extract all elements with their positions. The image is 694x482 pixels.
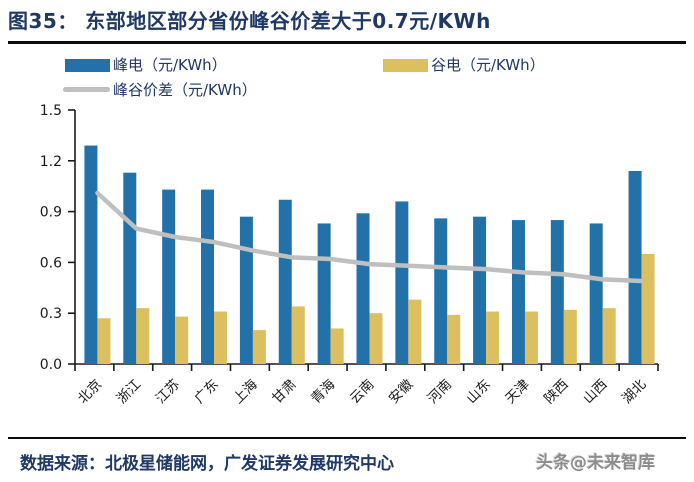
diff-line [95,190,644,284]
y-axis-tick-label: 1.5 [40,103,62,119]
data-source-text: 数据来源：北极星储能网，广发证券发展研究中心 [20,454,394,474]
bar-peak [550,220,564,364]
x-axis-label: 湖北 [619,376,650,407]
bar-peak [511,220,525,364]
x-axis-label: 天津 [502,377,532,407]
bar-valley [447,314,461,364]
x-axis-label: 甘肃 [269,377,299,407]
diff-line-legend-swatch-icon [63,87,110,92]
bar-valley [369,313,383,364]
bar-peak [473,216,487,364]
bar-peak [434,218,448,364]
x-axis-label: 青海 [308,377,338,407]
y-axis-tick-label: 0.6 [40,255,62,271]
x-axis-label: 上海 [230,377,260,407]
x-axis-label: 山东 [464,377,494,407]
bar-peak [317,223,331,364]
x-axis-label: 江苏 [153,377,183,407]
y-axis-tick-label: 1.2 [40,154,62,170]
x-axis-label: 云南 [347,377,377,407]
bar-valley [641,253,655,364]
peak-legend-swatch-icon [65,59,110,72]
bar-peak [239,216,253,364]
title-divider [8,41,686,44]
bar-peak [395,201,409,364]
bar-peak [628,170,642,364]
bar-peak [356,213,370,364]
bar-line-chart: 0.0 0.3 0.6 0.9 1.2 1.5 北京 浙江 江苏 广东 上海 甘肃 青海 云南 安徽 河南 山东… [40,103,659,407]
valley-legend-swatch-icon [383,59,428,72]
bar-valley [175,316,189,364]
watermark-text: 头条@未来智库 [536,453,655,473]
bar-valley [486,311,500,364]
bar-valley [136,308,150,364]
y-axis-tick-label: 0.3 [40,306,62,322]
bar-peak [201,189,215,364]
x-axis-label: 安徽 [386,376,417,407]
bar-valley [524,311,538,364]
footer-divider [8,437,686,439]
bar-valley [252,330,266,364]
bar-valley [330,328,344,364]
y-axis-tick-label: 0.9 [40,205,62,221]
bar-valley [214,311,228,364]
bar-valley [97,318,111,364]
bar-valley [602,308,616,364]
y-axis-tick-label: 0.0 [40,357,62,373]
bar-valley [563,309,577,364]
bar-peak [162,189,176,364]
diff-legend-label: 峰谷价差（元/KWh） [113,81,257,99]
figure-title: 图35： 东部地区部分省份峰谷价差大于0.7元/KWh [8,9,491,33]
bar-peak [84,145,98,364]
peak-legend-label: 峰电（元/KWh） [113,56,227,74]
x-axis-label: 陕西 [541,377,571,407]
x-axis-label: 广东 [191,377,221,407]
x-axis-label: 北京 [75,377,105,407]
bar-valley [291,306,305,364]
bar-peak [123,172,137,364]
x-axis-label: 山西 [580,377,610,407]
bar-peak [278,199,292,364]
valley-legend-label: 谷电（元/KWh） [431,56,545,74]
bar-valley [408,299,422,364]
x-axis-label: 浙江 [114,377,144,407]
x-axis-label: 河南 [425,377,455,407]
bar-peak [589,223,603,364]
